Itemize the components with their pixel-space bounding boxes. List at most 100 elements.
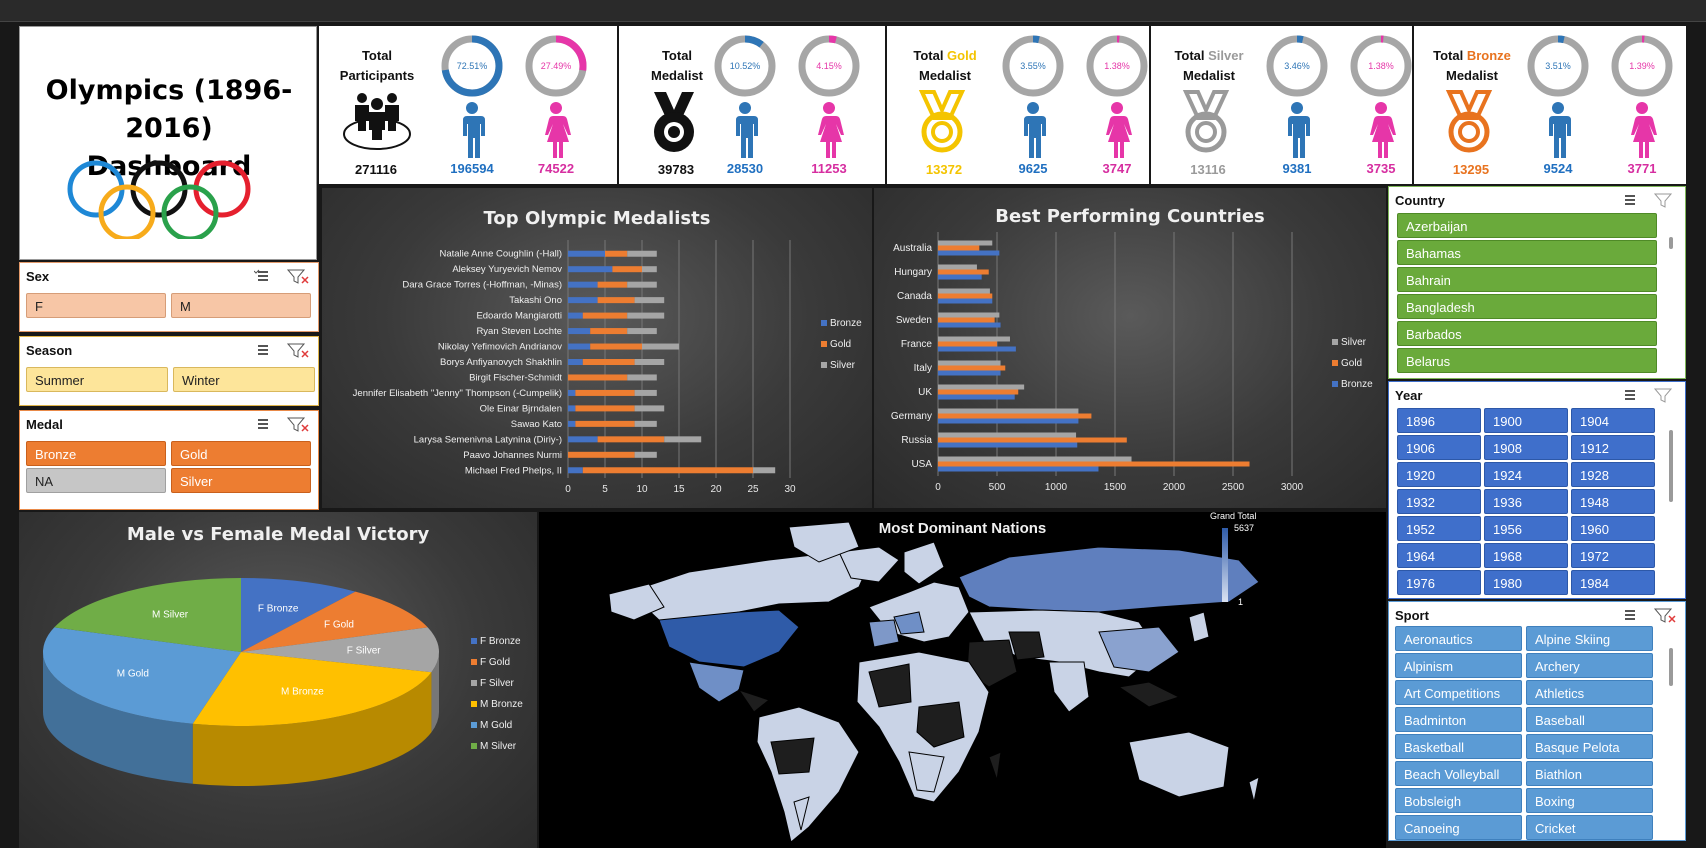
pie-slice-label: M Silver: [152, 610, 189, 621]
slicer-item-1908[interactable]: 1908: [1484, 435, 1568, 460]
slicer-item-beach-volleyball[interactable]: Beach Volleyball: [1395, 761, 1522, 786]
slicer-tools-icon[interactable]: [254, 268, 310, 284]
male-icon: [1016, 102, 1050, 160]
slicer-item-1906[interactable]: 1906: [1397, 435, 1481, 460]
bar-bronze: [568, 281, 598, 288]
slicer-item-1964[interactable]: 1964: [1397, 543, 1481, 568]
slicer-item-1896[interactable]: 1896: [1397, 408, 1481, 433]
slicer-title: Sex: [26, 269, 50, 284]
bar-gold: [590, 343, 642, 350]
x-tick-label: 1000: [1045, 482, 1068, 493]
scrollbar[interactable]: [1669, 430, 1673, 502]
slicer-item-na[interactable]: NA: [26, 468, 166, 493]
bar-bronze: [938, 442, 1078, 448]
slicer-item-1952[interactable]: 1952: [1397, 516, 1481, 541]
category-label: USA: [911, 459, 932, 470]
bar-gold: [575, 389, 635, 396]
bar-gold: [938, 389, 1019, 395]
slicer-item-1900[interactable]: 1900: [1484, 408, 1568, 433]
slicer-item-athletics[interactable]: Athletics: [1526, 680, 1653, 705]
bar-gold: [582, 467, 753, 474]
pie-slice-side: [43, 652, 193, 784]
donut-percent: 3.51%: [1545, 61, 1571, 71]
world-map: [608, 521, 1260, 843]
slicer-item-bahamas[interactable]: Bahamas: [1397, 240, 1657, 265]
country-slicer: Country Azerbaijan Bahamas Bahrain Banglade…: [1388, 186, 1686, 379]
slicer-item-1912[interactable]: 1912: [1571, 435, 1655, 460]
legend-swatch: [471, 659, 477, 665]
category-label: Sweden: [896, 315, 932, 326]
category-label: UK: [918, 387, 932, 398]
slicer-item-barbados[interactable]: Barbados: [1397, 321, 1657, 346]
slicer-item-m[interactable]: M: [171, 293, 311, 318]
category-label: Larysa Semenivna Latynina (Diriy-): [414, 434, 562, 445]
bar-bronze: [938, 298, 993, 304]
slicer-item-f[interactable]: F: [26, 293, 166, 318]
slicer-item-summer[interactable]: Summer: [26, 367, 168, 392]
slicer-item-1924[interactable]: 1924: [1484, 462, 1568, 487]
pie-slice-f-gold: [241, 591, 428, 652]
slicer-item-1936[interactable]: 1936: [1484, 489, 1568, 514]
slicer-item-1932[interactable]: 1932: [1397, 489, 1481, 514]
pie-slice-label: F Gold: [324, 619, 354, 630]
slicer-item-bobsleigh[interactable]: Bobsleigh: [1395, 788, 1522, 813]
slicer-item-1920[interactable]: 1920: [1397, 462, 1481, 487]
slicer-item-1956[interactable]: 1956: [1484, 516, 1568, 541]
slicer-item-1948[interactable]: 1948: [1571, 489, 1655, 514]
scrollbar[interactable]: [1669, 648, 1673, 686]
slicer-item-cricket[interactable]: Cricket: [1526, 815, 1653, 840]
slicer-tools-icon[interactable]: [1621, 192, 1677, 208]
slicer-item-alpine-skiing[interactable]: Alpine Skiing: [1526, 626, 1653, 651]
slicer-item-1904[interactable]: 1904: [1571, 408, 1655, 433]
bar-gold: [590, 328, 628, 335]
legend-swatch: [471, 680, 477, 686]
slicer-item-bangladesh[interactable]: Bangladesh: [1397, 294, 1657, 319]
slicer-item-1984[interactable]: 1984: [1571, 570, 1655, 595]
slicer-item-aeronautics[interactable]: Aeronautics: [1395, 626, 1522, 651]
slicer-item-winter[interactable]: Winter: [173, 367, 315, 392]
bar-silver: [938, 312, 1000, 318]
map-legend-title: Grand Total: [1210, 511, 1257, 521]
best-countries-chart: Best Performing Countries 0 500 1000 1500 20…: [874, 188, 1386, 508]
slicer-item-1960[interactable]: 1960: [1571, 516, 1655, 541]
slicer-item-1968[interactable]: 1968: [1484, 543, 1568, 568]
slicer-item-bahrain[interactable]: Bahrain: [1397, 267, 1657, 292]
bar-bronze: [938, 418, 1079, 424]
slicer-item-azerbaijan[interactable]: Azerbaijan: [1397, 213, 1657, 238]
legend-swatch: [821, 362, 827, 368]
bar-silver: [642, 266, 657, 273]
legend-swatch: [471, 638, 477, 644]
bar-silver: [664, 436, 702, 443]
medal-slicer: Medal Bronze Gold NA Silver: [19, 410, 319, 510]
slicer-tools-icon[interactable]: [254, 416, 310, 432]
slicer-item-1972[interactable]: 1972: [1571, 543, 1655, 568]
slicer-item-1980[interactable]: 1980: [1484, 570, 1568, 595]
slicer-item-1928[interactable]: 1928: [1571, 462, 1655, 487]
slicer-item-basque-pelota[interactable]: Basque Pelota: [1526, 734, 1653, 759]
stats-title: Total Medalist: [650, 48, 703, 83]
slicer-item-belarus[interactable]: Belarus: [1397, 348, 1657, 373]
slicer-item-gold[interactable]: Gold: [171, 441, 311, 466]
slicer-item-alpinism[interactable]: Alpinism: [1395, 653, 1522, 678]
slicer-item-badminton[interactable]: Badminton: [1395, 707, 1522, 732]
slicer-item-1976[interactable]: 1976: [1397, 570, 1481, 595]
slicer-item-bronze[interactable]: Bronze: [26, 441, 166, 466]
bar-bronze: [938, 346, 1016, 352]
scrollbar[interactable]: [1669, 237, 1673, 249]
slicer-item-boxing[interactable]: Boxing: [1526, 788, 1653, 813]
stats-title-highlight: Silver: [1208, 48, 1244, 63]
slicer-tools-icon[interactable]: [1621, 607, 1677, 623]
slicer-item-silver[interactable]: Silver: [171, 468, 311, 493]
slicer-item-baseball[interactable]: Baseball: [1526, 707, 1653, 732]
slicer-tools-icon[interactable]: [254, 342, 310, 358]
slicer-item-art-competitions[interactable]: Art Competitions: [1395, 680, 1522, 705]
slicer-item-basketball[interactable]: Basketball: [1395, 734, 1522, 759]
slicer-title: Medal: [26, 417, 63, 432]
slicer-item-biathlon[interactable]: Biathlon: [1526, 761, 1653, 786]
slicer-item-canoeing[interactable]: Canoeing: [1395, 815, 1522, 840]
slicer-tools-icon[interactable]: [1621, 387, 1677, 403]
slicer-item-archery[interactable]: Archery: [1526, 653, 1653, 678]
map-legend-scale: [1222, 528, 1228, 602]
category-label: Paavo Johannes Nurmi: [463, 450, 562, 461]
bar-silver: [938, 408, 1079, 414]
